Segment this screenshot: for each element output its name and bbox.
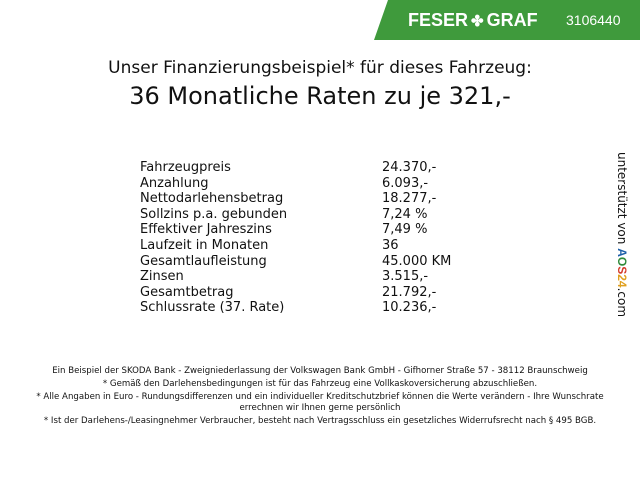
table-row: Sollzins p.a. gebunden 7,24 % <box>140 207 460 223</box>
header-banner <box>374 0 640 40</box>
aos24-logo: AOS24 <box>615 248 629 288</box>
footer-note: Ein Beispiel der SKODA Bank - Zweigniede… <box>52 366 588 376</box>
table-row: Nettodarlehensbetrag 18.277,- <box>140 191 460 207</box>
table-row: Gesamtlaufleistung 45.000 KM <box>140 254 460 270</box>
row-label: Gesamtbetrag <box>140 284 234 300</box>
row-value: 45.000 KM <box>382 253 452 269</box>
row-label: Anzahlung <box>140 175 209 191</box>
brand-right: GRAF <box>486 10 538 30</box>
row-label: Gesamtlaufleistung <box>140 253 267 269</box>
title-line2: 36 Monatliche Raten zu je 321,- <box>129 82 511 110</box>
row-value: 10.236,- <box>382 300 437 316</box>
table-row: Effektiver Jahreszins 7,49 % <box>140 222 460 238</box>
sponsor-prefix: unterstützt von <box>615 152 629 245</box>
footer-note: * Gemäß den Darlehensbedingungen ist für… <box>102 379 538 389</box>
dealer-id: 3106440 <box>566 12 621 28</box>
brand-logo: FESER ✤ GRAF <box>408 9 538 33</box>
row-label: Sollzins p.a. gebunden <box>140 206 288 222</box>
row-label: Zinsen <box>140 269 184 285</box>
row-value: 3.515,- <box>382 269 429 285</box>
table-row: Laufzeit in Monaten 36 <box>140 238 460 254</box>
footer-notes: Ein Beispiel der SKODA Bank - Zweigniede… <box>30 366 610 429</box>
row-label: Schlussrate (37. Rate) <box>140 300 285 316</box>
title-line1: Unser Finanzierungsbeispiel* für dieses … <box>108 58 532 78</box>
table-row: Anzahlung 6.093,- <box>140 176 460 192</box>
row-label: Effektiver Jahreszins <box>140 222 272 238</box>
row-value: 7,24 % <box>382 206 428 222</box>
row-value: 6.093,- <box>382 175 429 191</box>
table-row: Fahrzeugpreis 24.370,- <box>140 160 460 176</box>
finance-table: Fahrzeugpreis 24.370,- Anzahlung 6.093,- Net… <box>140 160 460 316</box>
table-row: Gesamtbetrag 21.792,- <box>140 285 460 301</box>
table-row: Zinsen 3.515,- <box>140 269 460 285</box>
row-value: 7,49 % <box>382 222 428 238</box>
clover-icon: ✤ <box>471 13 484 30</box>
row-label: Nettodarlehensbetrag <box>140 191 284 207</box>
row-value: 24.370,- <box>382 160 437 175</box>
row-label: Laufzeit in Monaten <box>140 237 269 253</box>
brand-left: FESER <box>408 10 469 30</box>
row-value: 18.277,- <box>382 191 437 207</box>
row-label: Fahrzeugpreis <box>140 160 231 175</box>
footer-note: * Ist der Darlehens-/Leasingnehmer Verbr… <box>43 416 597 426</box>
sponsor-suffix: .com <box>615 287 629 318</box>
row-value: 21.792,- <box>382 284 437 300</box>
footer-note: * Alle Angaben in Euro - Rundungsdiffere… <box>36 392 604 413</box>
sponsor-note: unterstützt von AOS24.com <box>614 152 630 317</box>
row-value: 36 <box>382 237 399 253</box>
table-row: Schlussrate (37. Rate) 10.236,- <box>140 300 460 316</box>
